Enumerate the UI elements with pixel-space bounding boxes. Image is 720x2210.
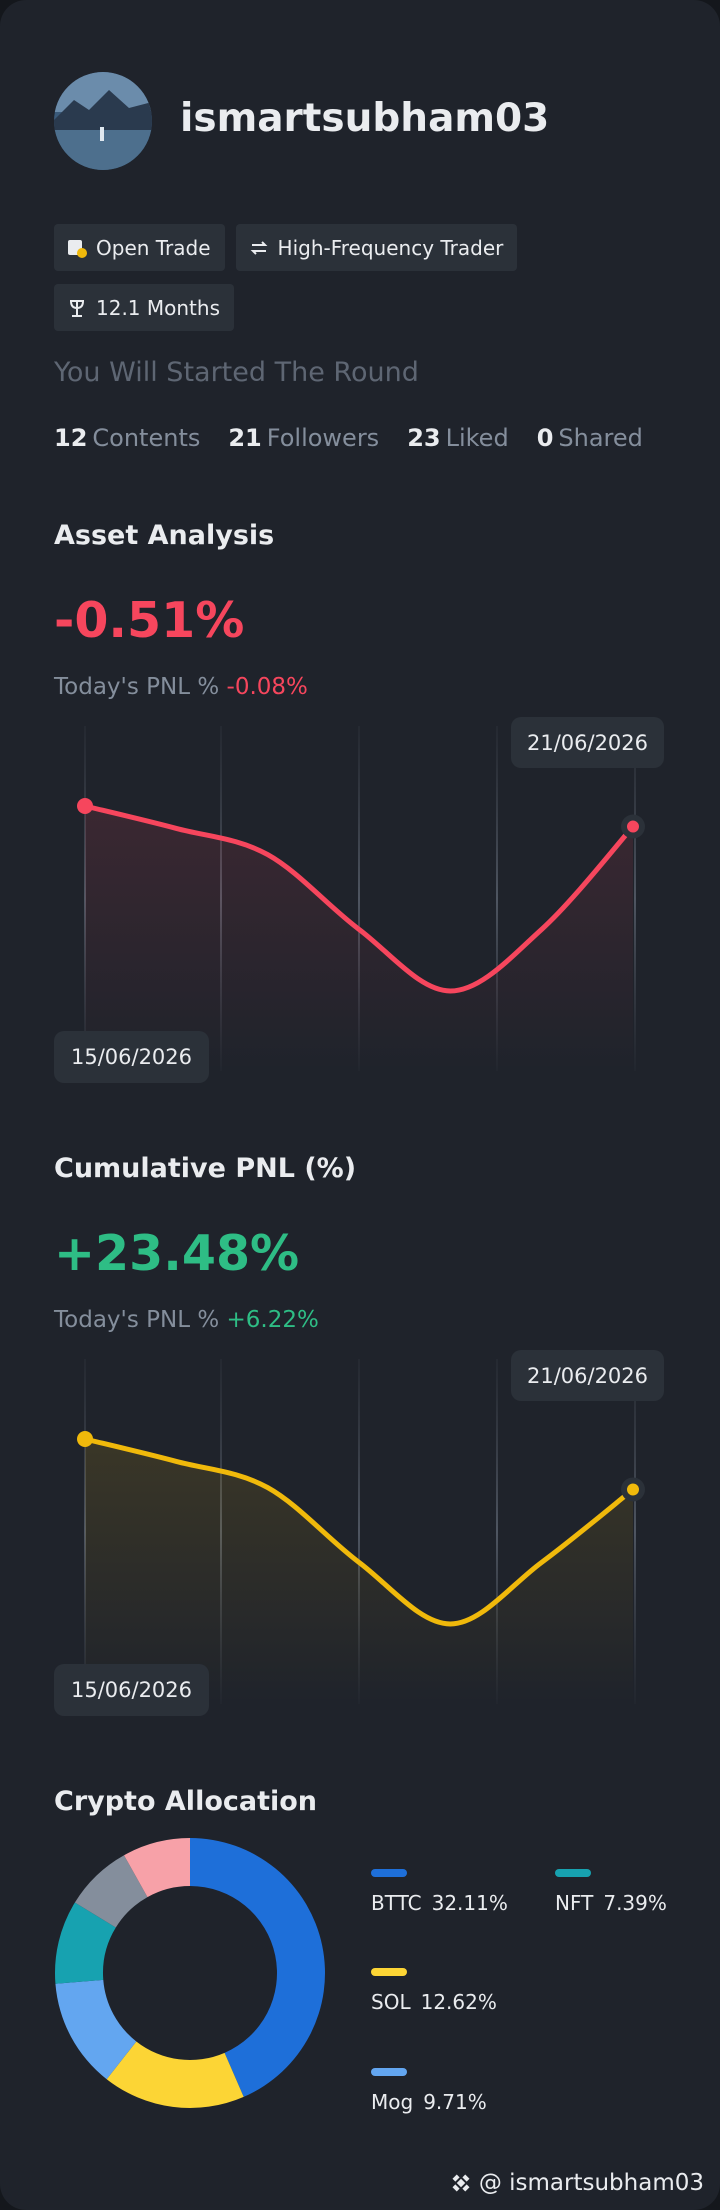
line xyxy=(82,1436,636,1627)
tag-text: 12.1 Months xyxy=(96,295,220,320)
end-point-dot xyxy=(627,820,639,833)
tag-list: Open Trade High-Frequency Trader 12.1 Mo… xyxy=(54,224,614,331)
legend-name: BTTC xyxy=(371,1891,422,1915)
divider-line xyxy=(496,726,498,1071)
stat-value: 23 xyxy=(407,424,441,452)
stat-value: 21 xyxy=(228,424,262,452)
line-chart: 21/06/2026 15/06/2026 xyxy=(0,1350,720,1716)
stat-value: 12 xyxy=(54,424,88,452)
legend-swatch xyxy=(371,2068,407,2076)
area xyxy=(85,806,633,1071)
start-date-tooltip: 15/06/2026 xyxy=(54,1031,209,1083)
legend-value: 9.71% xyxy=(423,2090,487,2114)
start-date-tooltip: 15/06/2026 xyxy=(54,1664,209,1716)
stat: 0 Shared xyxy=(537,424,643,452)
donut-segment xyxy=(74,1855,148,1928)
stats: 12 Contents 21 Followers 23 Liked 0 Shared xyxy=(54,424,643,452)
legend-name: Mog xyxy=(371,2090,414,2114)
legend-item: NFT 7.39% xyxy=(555,1869,667,1915)
divider-line xyxy=(634,1359,636,1704)
donut-segment xyxy=(124,1838,190,1898)
footer-text: @ ismartsubham03 xyxy=(478,2170,704,2196)
avatar-image xyxy=(54,72,152,170)
tag-text: High-Frequency Trader xyxy=(277,235,504,260)
avatar xyxy=(54,72,152,170)
pnl-row: Today's PNL % -0.08% xyxy=(54,674,308,700)
start-point xyxy=(77,1431,93,1447)
tag: 12.1 Months xyxy=(54,284,234,331)
stat-label: Followers xyxy=(266,424,380,452)
end-point-dot xyxy=(627,1483,639,1496)
username: ismartsubham03 xyxy=(180,96,550,141)
line-chart: 21/06/2026 15/06/2026 xyxy=(0,717,720,1083)
donut-segment xyxy=(55,1979,137,2080)
start-point xyxy=(77,798,93,814)
section-title: Crypto Allocation xyxy=(54,1786,318,1817)
stat-value: 0 xyxy=(536,424,554,452)
stat: 21 Followers xyxy=(228,424,379,452)
legend-swatch xyxy=(555,1869,591,1877)
divider-line xyxy=(496,1359,498,1704)
chart-svg xyxy=(77,1359,645,1704)
stat-label: Shared xyxy=(558,424,643,452)
section-title: Cumulative PNL (%) xyxy=(54,1153,357,1184)
donut-segment xyxy=(106,2041,244,2108)
legend-swatch xyxy=(371,1968,407,1976)
divider-line xyxy=(358,726,360,1071)
legend-name: NFT xyxy=(555,1891,594,1915)
donut-segment xyxy=(190,1838,326,2097)
end-date-tooltip: 21/06/2026 xyxy=(511,717,664,768)
tag: Open Trade xyxy=(54,224,225,271)
divider-line xyxy=(634,726,636,1071)
legend-value: 7.39% xyxy=(603,1891,667,1915)
asset-value: -0.51% xyxy=(54,592,245,649)
chart-svg xyxy=(77,726,645,1071)
divider-line xyxy=(358,1359,360,1704)
pnl-label: Today's PNL % xyxy=(54,674,220,700)
pnl-row: Today's PNL % +6.22% xyxy=(54,1307,319,1333)
pnl-value: +6.22% xyxy=(226,1307,319,1333)
tag: High-Frequency Trader xyxy=(235,224,518,271)
stat: 23 Liked xyxy=(407,424,509,452)
section-title: Asset Analysis xyxy=(54,520,275,551)
legend-item: SOL 12.62% xyxy=(371,1968,497,2014)
pnl-label: Today's PNL % xyxy=(54,1307,220,1333)
footer: @ ismartsubham03 xyxy=(449,2170,704,2196)
area xyxy=(85,1439,633,1704)
stat-label: Liked xyxy=(445,424,509,452)
line xyxy=(82,803,636,994)
subtitle: You Will Started The Round xyxy=(54,357,419,388)
pnl-value: -0.08% xyxy=(226,674,308,700)
donut-chart xyxy=(55,1838,326,2108)
tag-icon xyxy=(250,240,267,255)
legend-value: 32.11% xyxy=(431,1891,508,1915)
legend-item: BTTC 32.11% xyxy=(371,1869,508,1915)
cumulative-value: +23.48% xyxy=(54,1225,300,1282)
tag-icon xyxy=(70,299,84,317)
end-date-tooltip: 21/06/2026 xyxy=(511,1350,664,1401)
stat-label: Contents xyxy=(92,424,201,452)
legend-value: 12.62% xyxy=(420,1990,497,2014)
tag-text: Open Trade xyxy=(96,235,211,260)
tag-icon xyxy=(68,239,87,258)
legend-swatch xyxy=(371,1869,407,1877)
legend-name: SOL xyxy=(371,1990,411,2014)
binance-logo xyxy=(452,2174,470,2192)
stat: 12 Contents xyxy=(54,424,200,452)
donut-segment xyxy=(55,1902,116,1984)
legend-item: Mog 9.71% xyxy=(371,2068,487,2114)
